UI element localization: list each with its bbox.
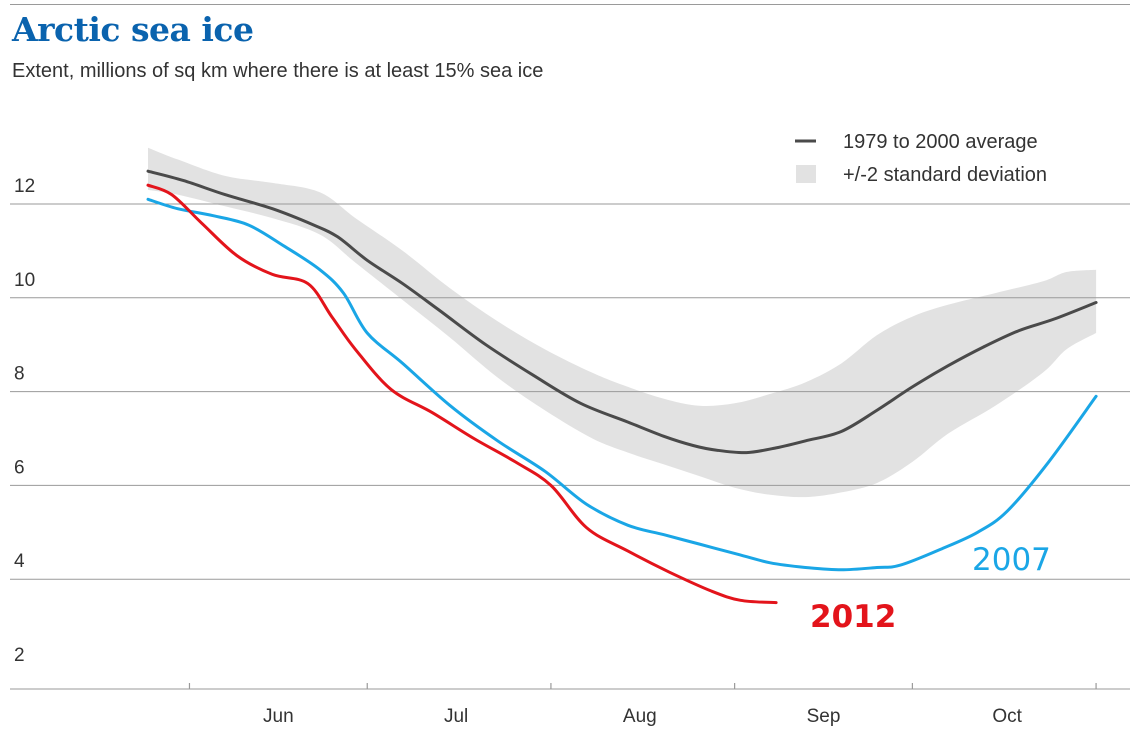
legend-band-label: +/-2 standard deviation	[843, 164, 1047, 186]
chart-title: Arctic sea ice	[12, 10, 254, 49]
x-tick-label-oct: Oct	[992, 706, 1022, 727]
legend-average-label: 1979 to 2000 average	[843, 131, 1038, 153]
std-deviation-band	[148, 147, 1097, 498]
y-tick-label-2: 2	[14, 645, 25, 666]
x-tick-label-aug: Aug	[623, 706, 657, 727]
x-tick-label-sep: Sep	[807, 706, 841, 727]
y-tick-label-12: 12	[14, 176, 35, 197]
chart-subtitle: Extent, millions of sq km where there is…	[12, 60, 544, 82]
y-tick-label-10: 10	[14, 270, 35, 291]
legend-band-swatch	[796, 165, 816, 183]
annotation-2007: 2007	[972, 542, 1051, 578]
x-tick-label-jul: Jul	[444, 706, 468, 727]
annotation-2012: 2012	[810, 599, 896, 635]
x-tick-label-jun: Jun	[263, 706, 294, 727]
y-tick-label-4: 4	[14, 551, 25, 572]
top-rule	[10, 4, 1130, 5]
series-line-2007	[146, 197, 1098, 572]
series-line-2012	[146, 183, 778, 605]
series-line-1979-to-2000-average	[146, 169, 1098, 455]
y-tick-label-6: 6	[14, 457, 25, 478]
y-tick-label-8: 8	[14, 364, 25, 385]
